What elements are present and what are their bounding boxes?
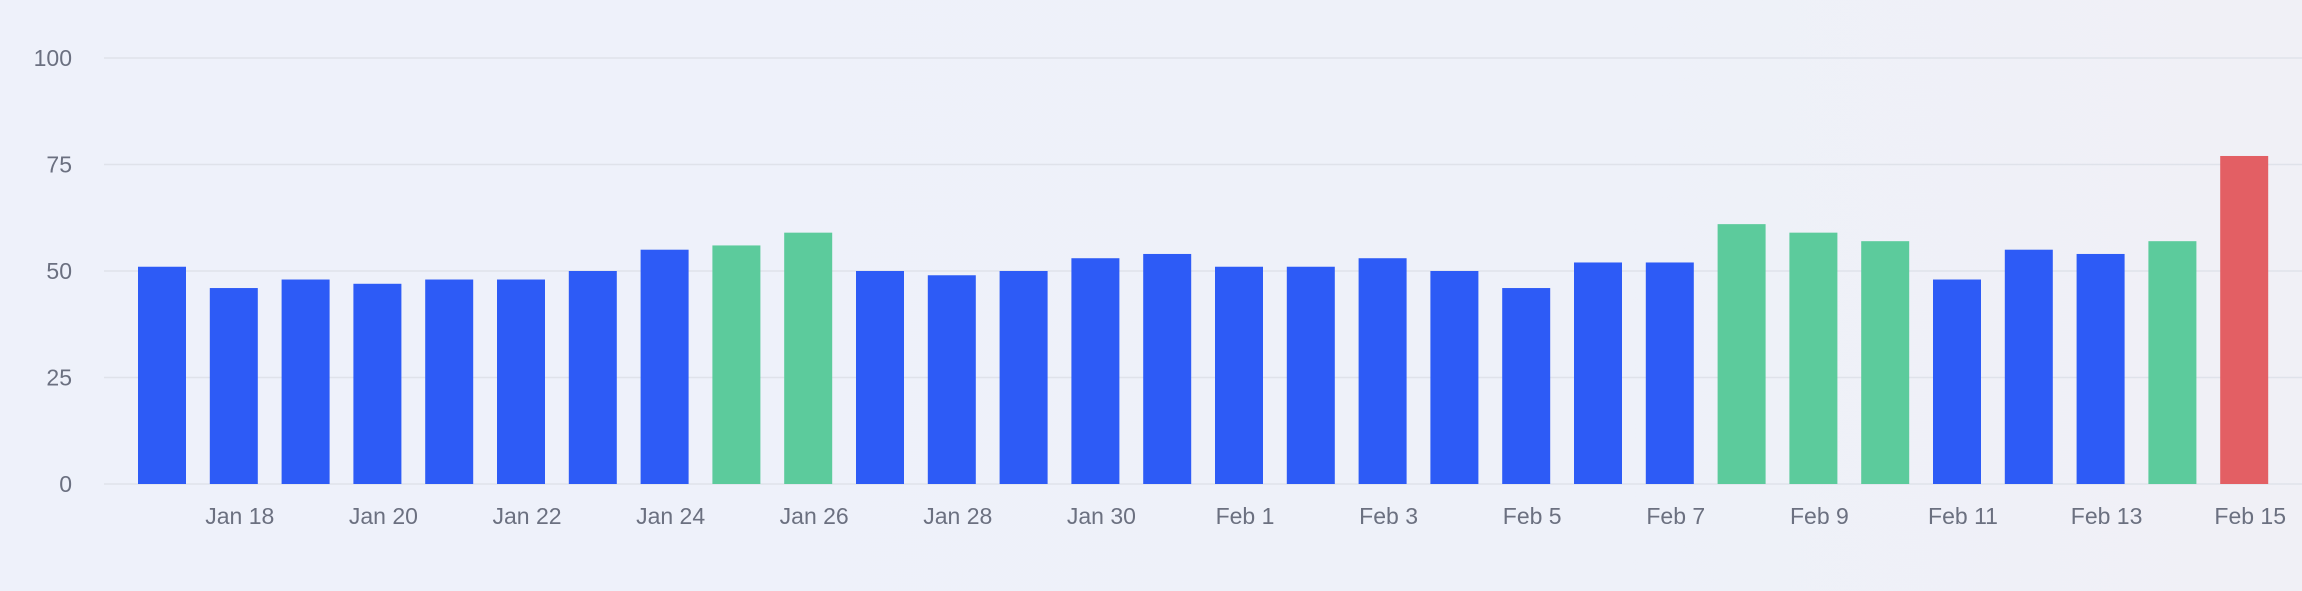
bar	[353, 283, 402, 484]
x-tick-label: Jan 30	[1067, 503, 1136, 529]
bar	[927, 275, 976, 484]
bar	[1286, 266, 1335, 484]
bar	[2004, 249, 2053, 484]
x-tick-label: Jan 26	[780, 503, 849, 529]
x-tick-label: Feb 15	[2214, 503, 2286, 529]
bar	[1574, 262, 1622, 484]
bar	[712, 245, 761, 484]
y-tick-label: 100	[34, 45, 72, 71]
bar	[856, 271, 904, 484]
bar	[1861, 241, 1910, 484]
bar	[138, 266, 186, 484]
x-tick-label: Jan 18	[205, 503, 274, 529]
bar	[1502, 288, 1551, 484]
x-tick-label: Feb 7	[1646, 503, 1705, 529]
x-tick-label: Feb 11	[1928, 503, 1998, 529]
bar	[1071, 258, 1120, 484]
x-axis-ticks: Jan 18 Jan 20 Jan 22 Jan 24 Jan 26 Jan 28 Jan …	[205, 503, 2286, 529]
bar	[497, 279, 545, 484]
x-tick-label: Feb 9	[1790, 503, 1849, 529]
bar	[1717, 224, 1766, 484]
bar	[640, 249, 689, 484]
x-tick-label: Feb 5	[1503, 503, 1562, 529]
bar	[2220, 155, 2269, 485]
bars	[138, 155, 2269, 485]
x-tick-label: Jan 28	[923, 503, 992, 529]
x-tick-label: Jan 22	[492, 503, 561, 529]
bar	[1430, 271, 1479, 484]
y-tick-label: 25	[46, 365, 72, 391]
bar	[2148, 241, 2197, 484]
bar	[1358, 258, 1407, 484]
x-tick-label: Feb 3	[1359, 503, 1418, 529]
bar	[999, 271, 1048, 484]
x-tick-label: Feb 13	[2071, 503, 2143, 529]
bar	[1143, 253, 1192, 484]
bar	[1215, 266, 1263, 484]
bar	[425, 279, 474, 484]
y-tick-label: 0	[59, 471, 72, 497]
bar	[1789, 232, 1838, 484]
bar	[281, 279, 330, 484]
x-tick-label: Jan 20	[349, 503, 418, 529]
x-tick-label: Feb 1	[1216, 503, 1275, 529]
bar	[1645, 262, 1694, 484]
bar	[1933, 279, 1981, 484]
y-axis-ticks: 0 25 50 75 100	[34, 45, 72, 497]
bar	[568, 271, 617, 484]
bar	[209, 288, 258, 484]
y-tick-label: 75	[46, 152, 72, 178]
x-tick-label: Jan 24	[636, 503, 705, 529]
y-tick-label: 50	[46, 258, 72, 284]
bar	[784, 232, 833, 484]
bar	[2076, 253, 2125, 484]
